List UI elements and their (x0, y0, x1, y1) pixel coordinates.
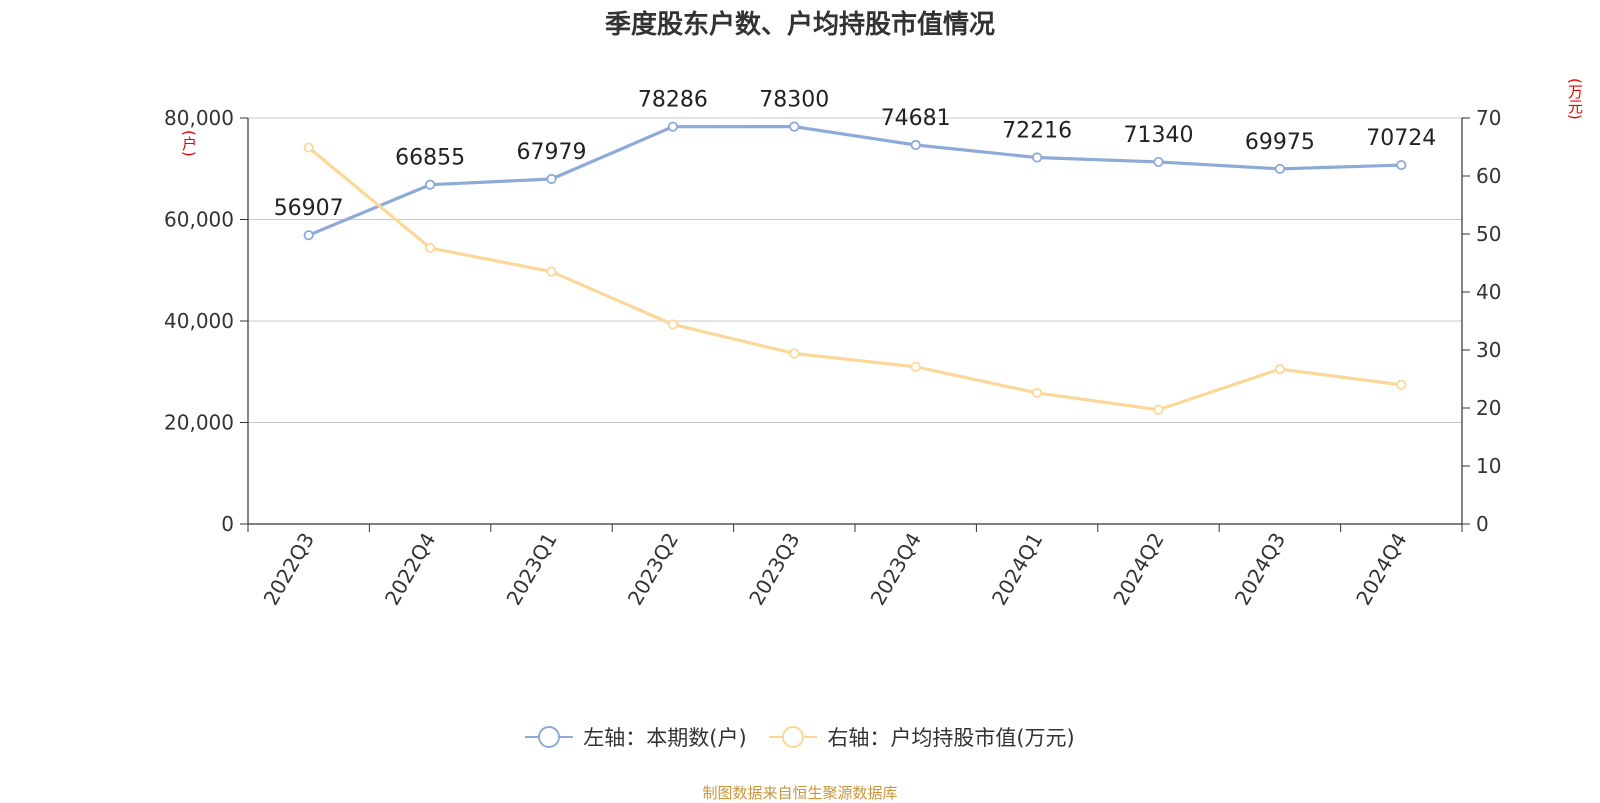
left-axis-unit: (户) (180, 130, 198, 157)
y-right-tick-label: 60 (1476, 164, 1501, 188)
chart-title: 季度股东户数、户均持股市值情况 (604, 10, 995, 40)
data-point-series-1 (303, 230, 314, 241)
data-point-series-2 (546, 266, 557, 277)
data-label: 78286 (638, 88, 708, 113)
data-label: 71340 (1124, 123, 1194, 148)
x-tick-label: 2024Q2 (1108, 529, 1168, 610)
legend-item-left-series[interactable]: 左轴：本期数(户) (525, 722, 747, 752)
right-axis-unit: (万元) (1566, 78, 1584, 120)
x-tick-label: 2023Q1 (501, 529, 561, 610)
data-label: 56907 (274, 196, 344, 221)
data-point-series-1 (1274, 163, 1286, 174)
y-right-tick-label: 70 (1476, 106, 1501, 130)
y-right-tick-label: 20 (1476, 396, 1501, 420)
data-point-series-2 (303, 142, 314, 153)
data-label: 67979 (517, 140, 587, 165)
y-left-tick-label: 40,000 (164, 309, 234, 333)
y-right-tick-label: 0 (1476, 512, 1489, 536)
source-note: 制图数据来自恒生聚源数据库 (702, 784, 898, 802)
legend-label-right-series: 右轴：户均持股市值(万元) (827, 726, 1075, 750)
plot-area: 0 20,000 40,000 60,000 80,000 0 10 20 30 40 50 60 70… (164, 88, 1501, 610)
x-tick-label: 2022Q4 (380, 529, 440, 610)
x-tick-label: 2024Q3 (1230, 529, 1290, 610)
y-left-tick-label: 20,000 (164, 411, 234, 435)
data-point-series-2 (1153, 404, 1164, 415)
y-left-tick-label: 0 (221, 512, 234, 536)
x-tick-label: 2023Q4 (866, 529, 926, 610)
data-point-series-2 (667, 319, 679, 330)
data-point-series-2 (424, 242, 436, 254)
x-tick-label: 2024Q4 (1351, 529, 1411, 610)
y-left-tick-label: 60,000 (164, 208, 234, 232)
series-line-2 (307, 146, 1402, 412)
legend-item-right-series[interactable]: 右轴：户均持股市值(万元) (769, 722, 1075, 752)
legend-label-left-series: 左轴：本期数(户) (583, 726, 747, 750)
data-point-series-1 (1396, 159, 1407, 171)
data-point-series-2 (1396, 379, 1407, 390)
data-label: 70724 (1366, 126, 1436, 151)
legend-line-circle-icon (769, 726, 818, 748)
series-line-1 (308, 125, 1402, 237)
data-point-series-1 (667, 121, 679, 132)
data-label: 72216 (1002, 119, 1072, 144)
data-label: 74681 (881, 106, 951, 131)
data-point-series-1 (1153, 156, 1164, 168)
data-point-series-1 (910, 139, 921, 151)
x-tick-label: 2024Q1 (987, 529, 1047, 610)
y-right-tick-label: 10 (1476, 454, 1501, 478)
x-tick-label: 2023Q3 (744, 529, 804, 610)
data-label: 69975 (1245, 130, 1315, 155)
y-left-tick-label: 80,000 (164, 106, 234, 130)
data-label: 66855 (395, 146, 465, 171)
data-point-series-2 (1274, 364, 1286, 375)
data-point-series-1 (789, 121, 800, 132)
y-right-tick-label: 50 (1476, 222, 1501, 246)
data-point-series-2 (910, 361, 921, 372)
x-tick-label: 2023Q2 (623, 529, 683, 610)
legend: 左轴：本期数(户) 右轴：户均持股市值(万元) (0, 722, 1600, 755)
data-label: 78300 (759, 88, 829, 113)
x-tick-label: 2022Q3 (259, 529, 319, 610)
y-right-tick-label: 30 (1476, 338, 1501, 362)
data-point-series-1 (546, 173, 557, 185)
data-point-series-2 (789, 348, 800, 359)
data-point-series-1 (424, 179, 436, 190)
data-point-series-2 (1032, 387, 1043, 399)
y-right-tick-label: 40 (1476, 280, 1501, 304)
legend-line-circle-icon (525, 726, 574, 748)
data-point-series-1 (1032, 152, 1043, 163)
